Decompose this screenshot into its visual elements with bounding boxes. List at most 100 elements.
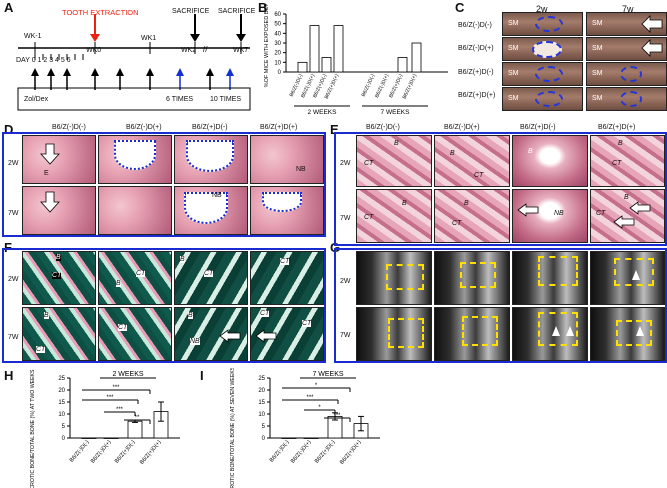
micro-ct-image: [356, 251, 432, 305]
sm-label: SM: [592, 45, 603, 52]
y-axis-label: NECROTIC BONE/TOTAL BONE (%) AT SEVEN WE…: [230, 368, 236, 488]
tissue-label-ct: CT: [474, 172, 484, 179]
sacrifice-label-2: SACRIFICE: [218, 8, 256, 15]
tissue-label-b: B: [188, 312, 193, 319]
column-header: B6/Z(-)D(-): [366, 124, 400, 131]
y-tick-label: 60: [274, 12, 281, 18]
tissue-label-b: B: [180, 256, 185, 263]
sm-label: SM: [592, 95, 603, 102]
y-tick-label: 10: [258, 412, 265, 418]
socket-outline: [184, 192, 228, 224]
x-tick-label: B6/Z(+)D(-): [314, 439, 337, 464]
y-tick-label: 10: [274, 60, 281, 66]
histology-image: [512, 189, 588, 243]
micro-ct-image: [512, 307, 588, 361]
week-label: WK-1: [24, 33, 42, 40]
panel-label-c: C: [455, 0, 465, 15]
y-axis-label: NECROTIC BONE/TOTAL BONE (%) AT TWO WEEK…: [30, 368, 36, 488]
column-label-2w: 2w: [536, 4, 548, 14]
tissue-label-ct: CT: [136, 270, 146, 277]
sm-label: SM: [508, 95, 519, 102]
lesion-circle: [620, 66, 642, 82]
roi-box: [388, 318, 424, 348]
tissue-label-b: B: [402, 200, 407, 207]
tooth-extraction-label: TOOTH EXTRACTION: [62, 8, 139, 17]
column-header: B6/Z(-)D(+): [444, 124, 480, 131]
group-label: 7 WEEKS: [381, 109, 411, 116]
row-label: B6/Z(-)D(-): [458, 22, 492, 29]
bar: [127, 420, 143, 439]
roi-box: [614, 258, 654, 286]
micro-ct-image: [434, 251, 510, 305]
necrotic-bone-2w-chart: 0 5 10 15 20 25 NECROTIC BONE/TOTAL BONE (%) A…: [30, 368, 180, 488]
tissue-label-b: B: [116, 280, 121, 287]
timeline-graphic: //: [17, 14, 251, 111]
y-tick-label: 20: [58, 388, 65, 394]
row-label: B6/Z(-)D(+): [458, 45, 494, 52]
column-header: B6/Z(+)D(-): [520, 124, 556, 131]
histology-image: [98, 251, 172, 305]
significance-label: ***: [112, 385, 120, 391]
exposed-bone-chart: 0 10 20 30 40 50 60 %OF MICE WITH EXPOSED BONE B…: [264, 4, 448, 116]
tissue-label-b: B: [450, 150, 455, 157]
histology-image: [22, 135, 96, 184]
row-label: 7W: [340, 215, 351, 222]
lesion-circle: [535, 91, 563, 107]
tissue-label-nb: NB: [296, 166, 306, 173]
panel-label-i: I: [200, 368, 204, 383]
week-label: WK7: [233, 47, 249, 54]
histology-image: [250, 135, 324, 184]
x-tick-label: B6/Z(-)D(-): [269, 439, 291, 463]
histology-image: [98, 186, 172, 235]
sm-label: SM: [592, 70, 603, 77]
panel-f-frame: [2, 248, 326, 363]
panel-label-f: F: [4, 240, 12, 255]
y-tick-label: 15: [58, 400, 65, 406]
y-tick-label: 20: [258, 388, 265, 394]
roi-box: [460, 262, 496, 288]
necrotic-bone-7w-chart: 0 5 10 15 20 25 NECROTIC BONE/TOTAL BONE (%) A…: [230, 368, 380, 488]
tissue-label-b: B: [464, 200, 469, 207]
row-label: B6/Z(+)D(-): [458, 69, 494, 76]
bar: [81, 437, 97, 439]
tissue-label-ct: CT: [596, 210, 606, 217]
panel-label-h: H: [4, 368, 14, 383]
tissue-label-ct: CT: [612, 160, 622, 167]
arrowhead-icon: [552, 270, 644, 336]
y-tick-label: 15: [258, 400, 265, 406]
tissue-label-ct: CT: [36, 346, 46, 353]
significance-label: *: [318, 405, 321, 411]
injection-count-2: 10 TIMES: [210, 96, 241, 103]
bar: [297, 61, 308, 73]
x-tick-label: B6/Z(-)D(-): [69, 439, 91, 463]
tissue-label-ct: CT: [52, 272, 62, 279]
column-header: B6/Z(+)D(-): [192, 124, 228, 131]
panel-label-b: B: [258, 0, 268, 15]
histology-image: [98, 307, 172, 361]
tissue-label-nb: NB: [212, 192, 222, 199]
tissue-label-ct: CT: [260, 310, 270, 317]
bar: [103, 437, 119, 439]
histology-image: [434, 135, 510, 187]
panel-e-frame: [334, 132, 667, 246]
chart-title: 2 WEEKS: [112, 371, 143, 378]
socket-outline: [114, 140, 156, 170]
y-tick-label: 50: [274, 22, 281, 28]
micro-ct-image: [590, 307, 665, 361]
roi-box: [616, 320, 652, 346]
tissue-label-b: B: [528, 148, 533, 155]
y-tick-label: 5: [262, 424, 266, 430]
tissue-label-ct: CT: [280, 258, 290, 265]
column-header: B6/Z(+)D(+): [260, 124, 298, 131]
micro-ct-image: [356, 307, 432, 361]
x-tick-label: B6/Z(+)D(+): [139, 439, 163, 465]
histology-image: [174, 251, 248, 305]
row-label: 7W: [340, 332, 351, 339]
column-header: B6/Z(+)D(+): [598, 124, 636, 131]
histology-image: [356, 189, 432, 243]
lesion-circle: [535, 16, 563, 32]
tissue-label-e: E: [44, 170, 49, 177]
x-tick-label: B6/Z(-)D(+): [290, 439, 313, 464]
sm-label: SM: [508, 70, 519, 77]
row-label: 7W: [8, 210, 19, 217]
